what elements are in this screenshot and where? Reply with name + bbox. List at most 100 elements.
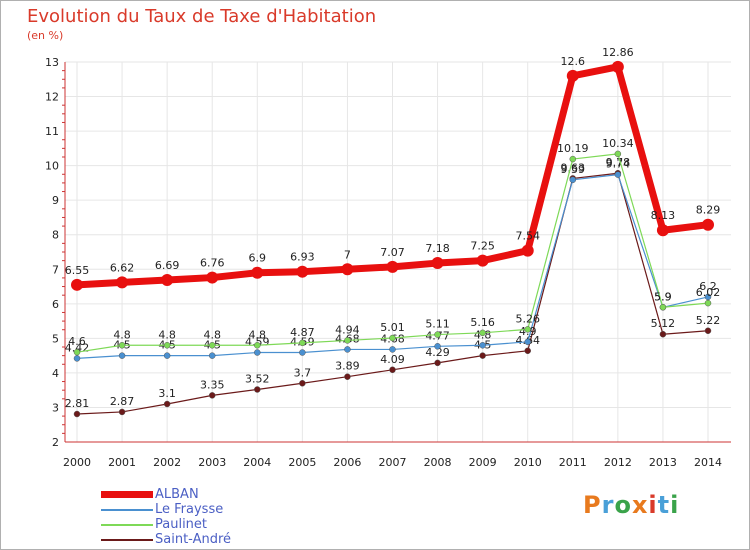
data-label: 9.74 — [606, 158, 631, 171]
data-point — [614, 171, 622, 178]
data-point — [434, 331, 441, 338]
data-point — [656, 224, 669, 237]
data-point — [566, 69, 579, 82]
legend-item: Saint-André — [101, 532, 231, 547]
legend-swatch — [101, 508, 153, 511]
data-label: 6.93 — [290, 251, 315, 264]
data-point — [208, 352, 216, 359]
x-tick-label: 2013 — [649, 456, 677, 469]
data-label: 4.29 — [425, 346, 450, 359]
data-point — [476, 254, 489, 267]
data-point — [389, 334, 396, 342]
data-label: 2.81 — [65, 397, 90, 410]
data-point — [702, 218, 714, 231]
data-point — [524, 326, 531, 333]
data-label: 4.8 — [158, 328, 176, 341]
x-tick-label: 2002 — [153, 456, 181, 469]
data-point — [299, 339, 306, 347]
data-point — [524, 347, 531, 355]
data-label: 2.87 — [110, 395, 135, 408]
x-tick-label: 2006 — [333, 456, 361, 469]
legend-label: ALBAN — [155, 487, 199, 502]
data-label: 8.13 — [651, 209, 676, 222]
data-label: 8.29 — [696, 204, 721, 217]
data-point — [389, 366, 396, 374]
chart-title: Evolution du Taux de Taxe d'Habitation — [27, 6, 377, 27]
data-label: 3.1 — [158, 387, 176, 400]
x-tick-label: 2011 — [559, 456, 587, 469]
data-label: 5.12 — [651, 317, 676, 330]
data-point — [163, 352, 171, 359]
data-label: 6.2 — [699, 280, 717, 293]
data-point — [118, 352, 126, 359]
y-tick-label: 5 — [52, 332, 59, 345]
plot-area — [65, 62, 731, 442]
data-label: 6.55 — [65, 264, 90, 277]
legend-label: Saint-André — [155, 532, 232, 547]
data-point — [386, 260, 399, 273]
data-point — [163, 342, 171, 349]
data-label: 7.07 — [380, 246, 405, 259]
legend-item: ALBAN — [101, 487, 231, 502]
data-label: 4.8 — [249, 328, 267, 341]
data-point — [71, 278, 83, 291]
data-label: 3.35 — [200, 378, 225, 391]
legend-swatch — [101, 523, 153, 526]
x-tick-label: 2005 — [288, 456, 316, 469]
data-point — [389, 346, 396, 353]
data-label: 7 — [344, 248, 351, 261]
x-tick-label: 2007 — [379, 456, 407, 469]
legend-item: Paulinet — [101, 517, 231, 532]
y-tick-label: 7 — [52, 263, 59, 276]
data-label: 4.6 — [68, 335, 86, 348]
y-tick-label: 11 — [45, 125, 59, 138]
y-tick-label: 10 — [45, 160, 59, 173]
data-label: 5.9 — [654, 290, 672, 303]
chart-legend: ALBAN Le Fraysse Paulinet Saint-André — [101, 487, 231, 547]
data-point — [73, 348, 81, 356]
data-label: 6.76 — [200, 257, 225, 270]
data-point — [569, 155, 577, 163]
x-tick-label: 2012 — [604, 456, 632, 469]
data-point — [611, 60, 624, 73]
data-label: 6.02 — [696, 286, 721, 299]
data-label: 7.18 — [425, 242, 450, 255]
data-point — [659, 304, 667, 311]
x-tick-label: 2009 — [469, 456, 497, 469]
data-label: 10.34 — [602, 137, 634, 150]
chart-subtitle: (en %) — [27, 29, 64, 42]
data-point — [614, 150, 622, 158]
data-point — [73, 410, 81, 418]
data-label: 4.8 — [203, 328, 221, 341]
data-label: 5.01 — [380, 321, 405, 334]
data-label: 9.78 — [606, 156, 631, 169]
data-point — [296, 265, 309, 278]
data-point — [344, 373, 351, 380]
logo-letter: i — [648, 491, 658, 519]
data-label: 4.09 — [380, 353, 405, 366]
x-tick-label: 2000 — [63, 456, 91, 469]
x-tick-label: 2014 — [694, 456, 722, 469]
logo-letter: r — [601, 491, 615, 519]
y-tick-label: 3 — [52, 401, 59, 414]
data-point — [479, 352, 486, 359]
legend-label: Le Fraysse — [155, 502, 224, 517]
data-point — [299, 349, 306, 356]
data-point — [341, 263, 354, 276]
data-label: 4.8 — [113, 328, 131, 341]
legend-label: Paulinet — [155, 517, 208, 532]
legend-swatch — [101, 538, 153, 541]
data-point — [479, 342, 486, 349]
data-label: 7.54 — [515, 230, 540, 243]
y-tick-label: 13 — [45, 56, 59, 69]
data-label: 3.7 — [294, 366, 312, 379]
data-point — [434, 343, 441, 350]
logo-letter: o — [614, 491, 632, 519]
data-label: 6.9 — [249, 252, 267, 265]
data-point — [116, 276, 129, 289]
data-label: 6.69 — [155, 259, 180, 272]
logo-letter: x — [631, 491, 649, 519]
data-point — [161, 273, 174, 286]
x-tick-label: 2010 — [514, 456, 542, 469]
data-point — [434, 359, 441, 367]
